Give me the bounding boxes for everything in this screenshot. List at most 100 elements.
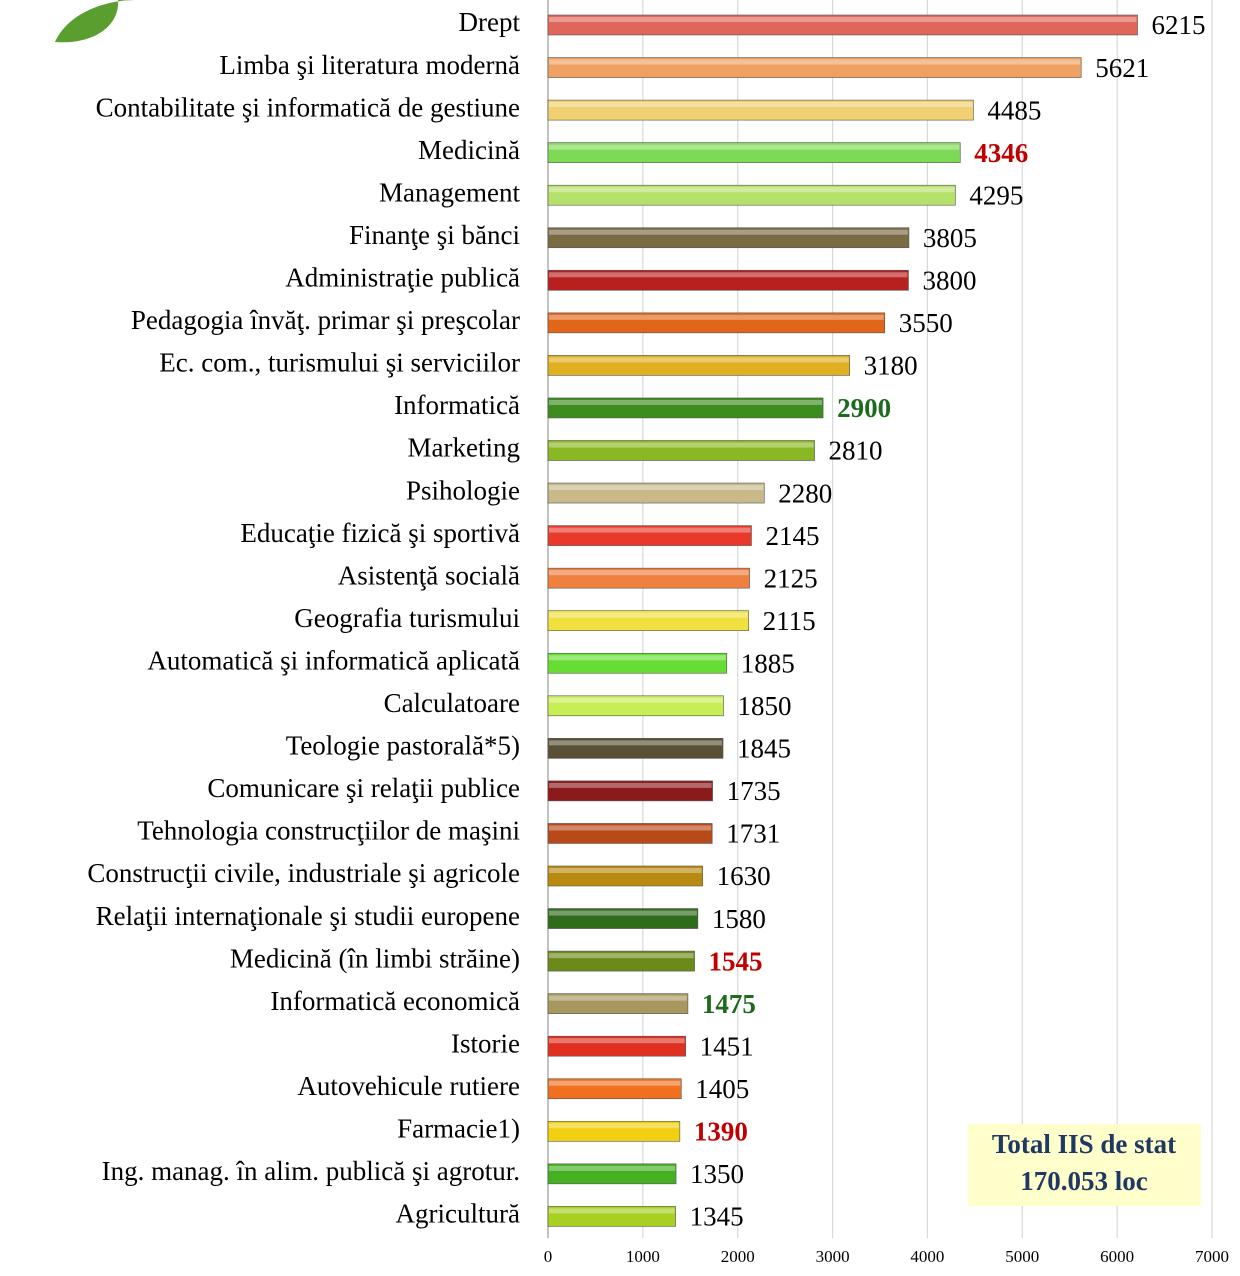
data-label: 5621 bbox=[1095, 53, 1149, 83]
bar bbox=[547, 1078, 682, 1100]
data-label: 1345 bbox=[690, 1202, 744, 1232]
y-tick-label: Geografia turismului bbox=[294, 603, 520, 633]
bar bbox=[547, 397, 824, 419]
annotation: Total IIS de stat bbox=[992, 1129, 1176, 1159]
y-tick-label: Asistenţă socială bbox=[338, 560, 520, 590]
y-tick-label: Construcţii civile, industriale şi agric… bbox=[87, 858, 520, 888]
y-tick-label: Limba şi literatura modernă bbox=[219, 50, 520, 80]
bar bbox=[547, 993, 689, 1014]
bar bbox=[547, 440, 815, 461]
bar-highlight bbox=[549, 17, 1137, 22]
bar-highlight bbox=[549, 995, 687, 1001]
bar-highlight bbox=[549, 910, 697, 916]
bar-highlight bbox=[549, 570, 749, 576]
data-label: 1451 bbox=[700, 1031, 754, 1061]
bar-highlight bbox=[549, 399, 823, 405]
data-label: 3800 bbox=[922, 266, 976, 296]
bar bbox=[547, 567, 750, 589]
bar bbox=[547, 184, 956, 206]
bar-highlight bbox=[549, 953, 694, 959]
bar-highlight bbox=[549, 59, 1081, 65]
bar bbox=[547, 780, 713, 802]
bar bbox=[547, 269, 909, 291]
y-tick-label: Ing. manag. în alim. publică şi agrotur. bbox=[102, 1156, 520, 1186]
data-label: 2115 bbox=[763, 606, 816, 636]
bar-highlight bbox=[549, 1038, 685, 1044]
data-label: 1630 bbox=[717, 861, 771, 891]
y-tick-label: Informatică bbox=[394, 390, 520, 420]
bar bbox=[547, 482, 765, 504]
y-tick-label: Pedagogia învăţ. primar şi preşcolar bbox=[131, 305, 520, 335]
data-label: 2145 bbox=[765, 521, 819, 551]
bar bbox=[547, 1206, 676, 1227]
bar-highlight bbox=[549, 1208, 675, 1214]
y-tick-label: Farmacie1) bbox=[397, 1114, 520, 1144]
bar-highlight bbox=[549, 655, 726, 661]
x-tick-label: 3000 bbox=[816, 1247, 850, 1266]
data-label: 6215 bbox=[1152, 10, 1206, 40]
y-tick-label: Automatică şi informatică aplicată bbox=[147, 645, 520, 675]
bar bbox=[547, 1163, 677, 1185]
data-label: 4295 bbox=[969, 180, 1023, 210]
bar-highlight bbox=[549, 272, 908, 278]
data-label: 1845 bbox=[737, 734, 791, 764]
y-tick-label: Ec. com., turismului şi serviciilor bbox=[159, 348, 520, 378]
bar-highlight bbox=[549, 187, 955, 193]
bar-highlight bbox=[549, 612, 748, 618]
bar-highlight bbox=[549, 229, 908, 235]
y-tick-label: Tehnologia construcţiilor de maşini bbox=[137, 816, 520, 846]
bar bbox=[547, 142, 961, 163]
bar-highlight bbox=[549, 144, 960, 150]
bar-highlight bbox=[549, 1123, 679, 1129]
data-label: 4485 bbox=[987, 95, 1041, 125]
data-label: 1390 bbox=[694, 1117, 748, 1147]
bar-highlight bbox=[549, 868, 702, 873]
bar-highlight bbox=[549, 102, 973, 108]
bar-highlight bbox=[549, 485, 764, 491]
y-tick-label: Informatică economică bbox=[270, 986, 520, 1016]
data-label: 3550 bbox=[899, 308, 953, 338]
bar-highlight bbox=[549, 782, 712, 788]
leaf-decoration bbox=[55, 0, 135, 43]
bar bbox=[547, 865, 703, 887]
data-label: 1885 bbox=[741, 648, 795, 678]
x-tick-label: 2000 bbox=[721, 1247, 755, 1266]
x-tick-label: 0 bbox=[544, 1247, 553, 1266]
x-tick-label: 7000 bbox=[1195, 1247, 1229, 1266]
bar-highlight bbox=[549, 357, 849, 363]
y-tick-label: Administraţie publică bbox=[285, 263, 520, 293]
y-tick-label: Management bbox=[379, 177, 520, 207]
y-tick-label: Drept bbox=[459, 7, 521, 37]
bar-highlight bbox=[549, 442, 814, 448]
y-tick-label: Psihologie bbox=[406, 475, 520, 505]
bar bbox=[547, 525, 752, 546]
x-tick-label: 6000 bbox=[1100, 1247, 1134, 1266]
y-tick-label: Medicină bbox=[418, 135, 520, 165]
y-tick-label: Marketing bbox=[408, 433, 520, 463]
data-label: 2900 bbox=[837, 393, 891, 423]
x-tick-label: 4000 bbox=[910, 1247, 944, 1266]
bar bbox=[547, 823, 713, 844]
bar bbox=[547, 610, 749, 632]
y-tick-label: Medicină (în limbi străine) bbox=[230, 943, 520, 973]
bar bbox=[547, 312, 886, 334]
y-tick-label: Contabilitate şi informatică de gestiune bbox=[96, 92, 520, 122]
data-label: 2280 bbox=[778, 478, 832, 508]
bar-highlight bbox=[549, 825, 712, 831]
y-tick-label: Relaţii internaţionale şi studii europen… bbox=[96, 901, 520, 931]
data-label: 1850 bbox=[737, 691, 791, 721]
bar bbox=[547, 738, 724, 759]
y-tick-label: Calculatoare bbox=[384, 688, 520, 718]
data-label: 1735 bbox=[727, 776, 781, 806]
bar-highlight bbox=[549, 740, 723, 746]
data-label: 2125 bbox=[764, 563, 818, 593]
y-tick-label: Autovehicule rutiere bbox=[297, 1071, 520, 1101]
bar bbox=[547, 99, 974, 121]
x-tick-label: 5000 bbox=[1005, 1247, 1039, 1266]
data-label: 1405 bbox=[695, 1074, 749, 1104]
y-tick-label: Agricultură bbox=[396, 1199, 520, 1229]
data-label: 3180 bbox=[864, 351, 918, 381]
bar-highlight bbox=[549, 697, 723, 703]
annotation: 170.053 loc bbox=[1020, 1166, 1148, 1196]
